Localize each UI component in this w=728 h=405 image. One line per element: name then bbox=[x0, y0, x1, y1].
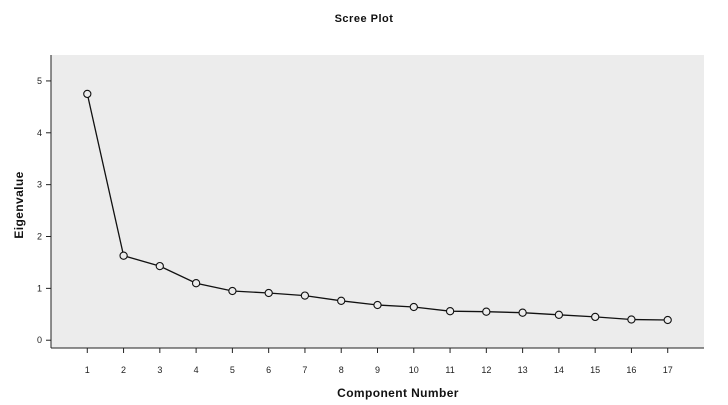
x-tick-label: 15 bbox=[590, 365, 600, 375]
x-tick-label: 10 bbox=[409, 365, 419, 375]
series-layer bbox=[83, 89, 672, 325]
data-point bbox=[155, 261, 164, 271]
data-point bbox=[337, 296, 346, 305]
x-tick-label: 17 bbox=[663, 365, 673, 375]
x-tick-label: 6 bbox=[266, 365, 271, 375]
x-tick-label: 9 bbox=[375, 365, 380, 375]
x-tick-label: 16 bbox=[626, 365, 636, 375]
data-point bbox=[83, 89, 92, 99]
data-point bbox=[409, 302, 418, 312]
x-tick-label: 3 bbox=[157, 365, 162, 375]
x-axis-label: Component Number bbox=[337, 386, 459, 400]
data-point bbox=[373, 300, 382, 310]
chart-title: Scree Plot bbox=[335, 13, 394, 25]
data-point bbox=[591, 312, 600, 322]
x-tick-label: 5 bbox=[230, 365, 235, 375]
data-point bbox=[554, 310, 564, 319]
y-tick-label: 1 bbox=[37, 283, 42, 293]
x-axis-ticks: 1 2 3 4 5 6 7 8 9 10 11 12 13 14 15 16 17 bbox=[85, 348, 673, 375]
data-point bbox=[264, 288, 273, 298]
data-point bbox=[119, 251, 128, 260]
y-tick-label: 3 bbox=[37, 180, 42, 190]
data-point bbox=[663, 315, 672, 325]
data-point bbox=[228, 286, 237, 296]
x-tick-label: 4 bbox=[194, 365, 199, 375]
x-tick-label: 7 bbox=[302, 365, 307, 375]
x-tick-label: 11 bbox=[445, 365, 454, 375]
data-point bbox=[627, 315, 636, 324]
data-point bbox=[191, 279, 201, 288]
x-tick-label: 13 bbox=[518, 365, 528, 375]
x-tick-label: 14 bbox=[554, 365, 564, 375]
y-tick-label: 4 bbox=[37, 128, 42, 138]
plot-background bbox=[51, 55, 704, 348]
x-tick-label: 1 bbox=[85, 365, 90, 375]
y-tick-label: 0 bbox=[37, 335, 42, 345]
x-tick-label: 2 bbox=[121, 365, 126, 375]
y-axis-label: Eigenvalue bbox=[12, 171, 26, 238]
data-point bbox=[300, 291, 310, 300]
data-point bbox=[445, 307, 455, 316]
data-point bbox=[482, 307, 491, 316]
y-tick-label: 2 bbox=[37, 232, 42, 242]
x-tick-label: 12 bbox=[481, 365, 491, 375]
y-tick-label: 5 bbox=[37, 76, 42, 86]
data-point bbox=[518, 308, 527, 317]
y-axis-ticks: 0 1 2 3 4 5 bbox=[37, 76, 51, 345]
x-tick-label: 8 bbox=[339, 365, 344, 375]
